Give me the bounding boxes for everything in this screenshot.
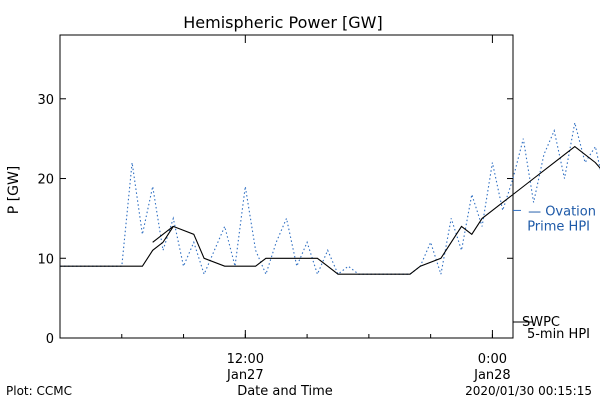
- chart-title: Hemispheric Power [GW]: [183, 13, 382, 32]
- footer-left: Plot: CCMC: [6, 384, 72, 398]
- y-tick-label: 30: [37, 93, 54, 108]
- hpi-legend-label: SWPC: [522, 315, 560, 330]
- y-tick-label: 10: [37, 252, 54, 267]
- y-axis-label: P [GW]: [6, 166, 22, 215]
- y-tick-label: 0: [46, 332, 54, 347]
- hpi-series-line: [60, 145, 600, 275]
- x-tick-label-time: 12:00: [227, 352, 264, 367]
- series-layer: [60, 122, 600, 276]
- footer-right: 2020/01/30 00:15:15: [465, 384, 592, 398]
- hpi-legend-label-2: 5-min HPI: [527, 327, 590, 342]
- y-axis: 0 10 20 30: [37, 93, 513, 347]
- ovation-legend-label-2: Prime HPI: [527, 219, 590, 234]
- x-axis-label: Date and Time: [237, 384, 333, 399]
- x-tick-label-date: Jan27: [226, 368, 264, 383]
- ovation-legend-label: — Ovation: [528, 204, 596, 219]
- x-axis: 12:00Jan270:00Jan2812:00Jan280:00Jan2912…: [59, 35, 511, 383]
- x-tick-label-date: Jan28: [473, 368, 511, 383]
- x-tick-label-time: 0:00: [478, 352, 507, 367]
- y-tick-label: 20: [37, 173, 54, 188]
- ovation-series-line: [60, 122, 600, 276]
- segment-mark: [152, 225, 174, 243]
- plot-frame: [59, 34, 514, 339]
